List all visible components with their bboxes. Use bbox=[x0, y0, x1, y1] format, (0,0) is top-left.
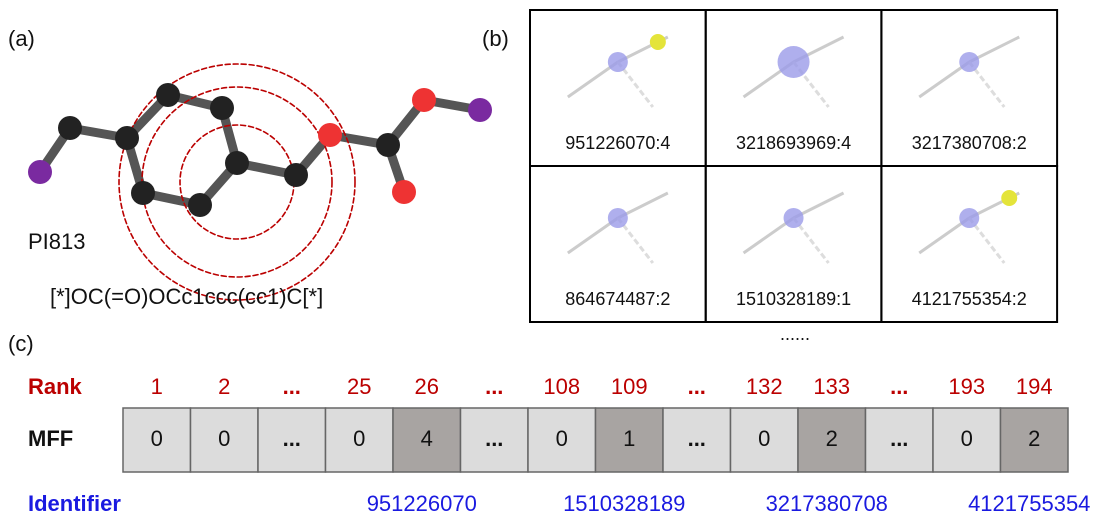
rank-value: 132 bbox=[746, 374, 783, 399]
mff-value: 4 bbox=[421, 426, 433, 451]
rank-value: 26 bbox=[415, 374, 439, 399]
more-indicator: ...... bbox=[780, 324, 810, 344]
mff-value: ... bbox=[283, 426, 301, 451]
rank-label: Rank bbox=[28, 374, 83, 399]
rank-value: 108 bbox=[543, 374, 580, 399]
smiles: [*]OC(=O)OCc1ccc(cc1)C[*] bbox=[50, 284, 323, 309]
figure: (a) (b) (c) PI813 [*]OC(=O)OCc1ccc(cc1)C… bbox=[0, 0, 1104, 520]
atom-highlight bbox=[608, 208, 628, 228]
mff-value: 0 bbox=[151, 426, 163, 451]
fragment-label: 3217380708:2 bbox=[912, 133, 1027, 153]
fragment-label: 4121755354:2 bbox=[912, 289, 1027, 309]
mff-value: 0 bbox=[353, 426, 365, 451]
fragment-label: 3218693969:4 bbox=[736, 133, 851, 153]
mff-label: MFF bbox=[28, 426, 73, 451]
mff-value: ... bbox=[688, 426, 706, 451]
fragment-grid: 951226070:4 3218693969:4 3217380708:2 86467… bbox=[530, 10, 1057, 322]
mff-value: ... bbox=[485, 426, 503, 451]
panel-label: (a) bbox=[8, 26, 35, 51]
mff-value: 0 bbox=[961, 426, 973, 451]
atom-highlight bbox=[778, 46, 810, 78]
panel-label: (c) bbox=[8, 331, 34, 356]
rank-value: 25 bbox=[347, 374, 371, 399]
fragment-label: 864674487:2 bbox=[565, 289, 670, 309]
rank-value: 194 bbox=[1016, 374, 1053, 399]
fragment-label: 951226070:4 bbox=[565, 133, 670, 153]
rank-value: 109 bbox=[611, 374, 648, 399]
identifier: 4121755354 bbox=[968, 491, 1090, 516]
molecule-name: PI813 bbox=[28, 229, 86, 254]
atom-highlight bbox=[1001, 190, 1017, 206]
atom-highlight bbox=[959, 52, 979, 72]
atom-highlight bbox=[608, 52, 628, 72]
rank-value: ... bbox=[688, 374, 706, 399]
atom-highlight bbox=[650, 34, 666, 50]
mff-value: 0 bbox=[218, 426, 230, 451]
atom-highlight bbox=[784, 208, 804, 228]
identifier: 951226070 bbox=[367, 491, 477, 516]
rank-value: 2 bbox=[218, 374, 230, 399]
fragment-label: 1510328189:1 bbox=[736, 289, 851, 309]
mff-value: 0 bbox=[556, 426, 568, 451]
rank-value: 193 bbox=[948, 374, 985, 399]
mff-value: 0 bbox=[758, 426, 770, 451]
identifier: 3217380708 bbox=[766, 491, 888, 516]
identifier: 1510328189 bbox=[563, 491, 685, 516]
atom-highlight bbox=[959, 208, 979, 228]
molecule bbox=[28, 64, 492, 300]
identifier-label: Identifier bbox=[28, 491, 121, 516]
rank-value: 133 bbox=[813, 374, 850, 399]
mff-value: 1 bbox=[623, 426, 635, 451]
rank-value: ... bbox=[890, 374, 908, 399]
mff-value: ... bbox=[890, 426, 908, 451]
rank-value: ... bbox=[283, 374, 301, 399]
rank-value: 1 bbox=[151, 374, 163, 399]
mff-value: 2 bbox=[826, 426, 838, 451]
panel-label: (b) bbox=[482, 26, 509, 51]
mff-value: 2 bbox=[1028, 426, 1040, 451]
mff-table: 0 1 0 2...... 0 25 4 26 951226070...... 0 108 1 109 1… bbox=[123, 374, 1090, 516]
rank-value: ... bbox=[485, 374, 503, 399]
